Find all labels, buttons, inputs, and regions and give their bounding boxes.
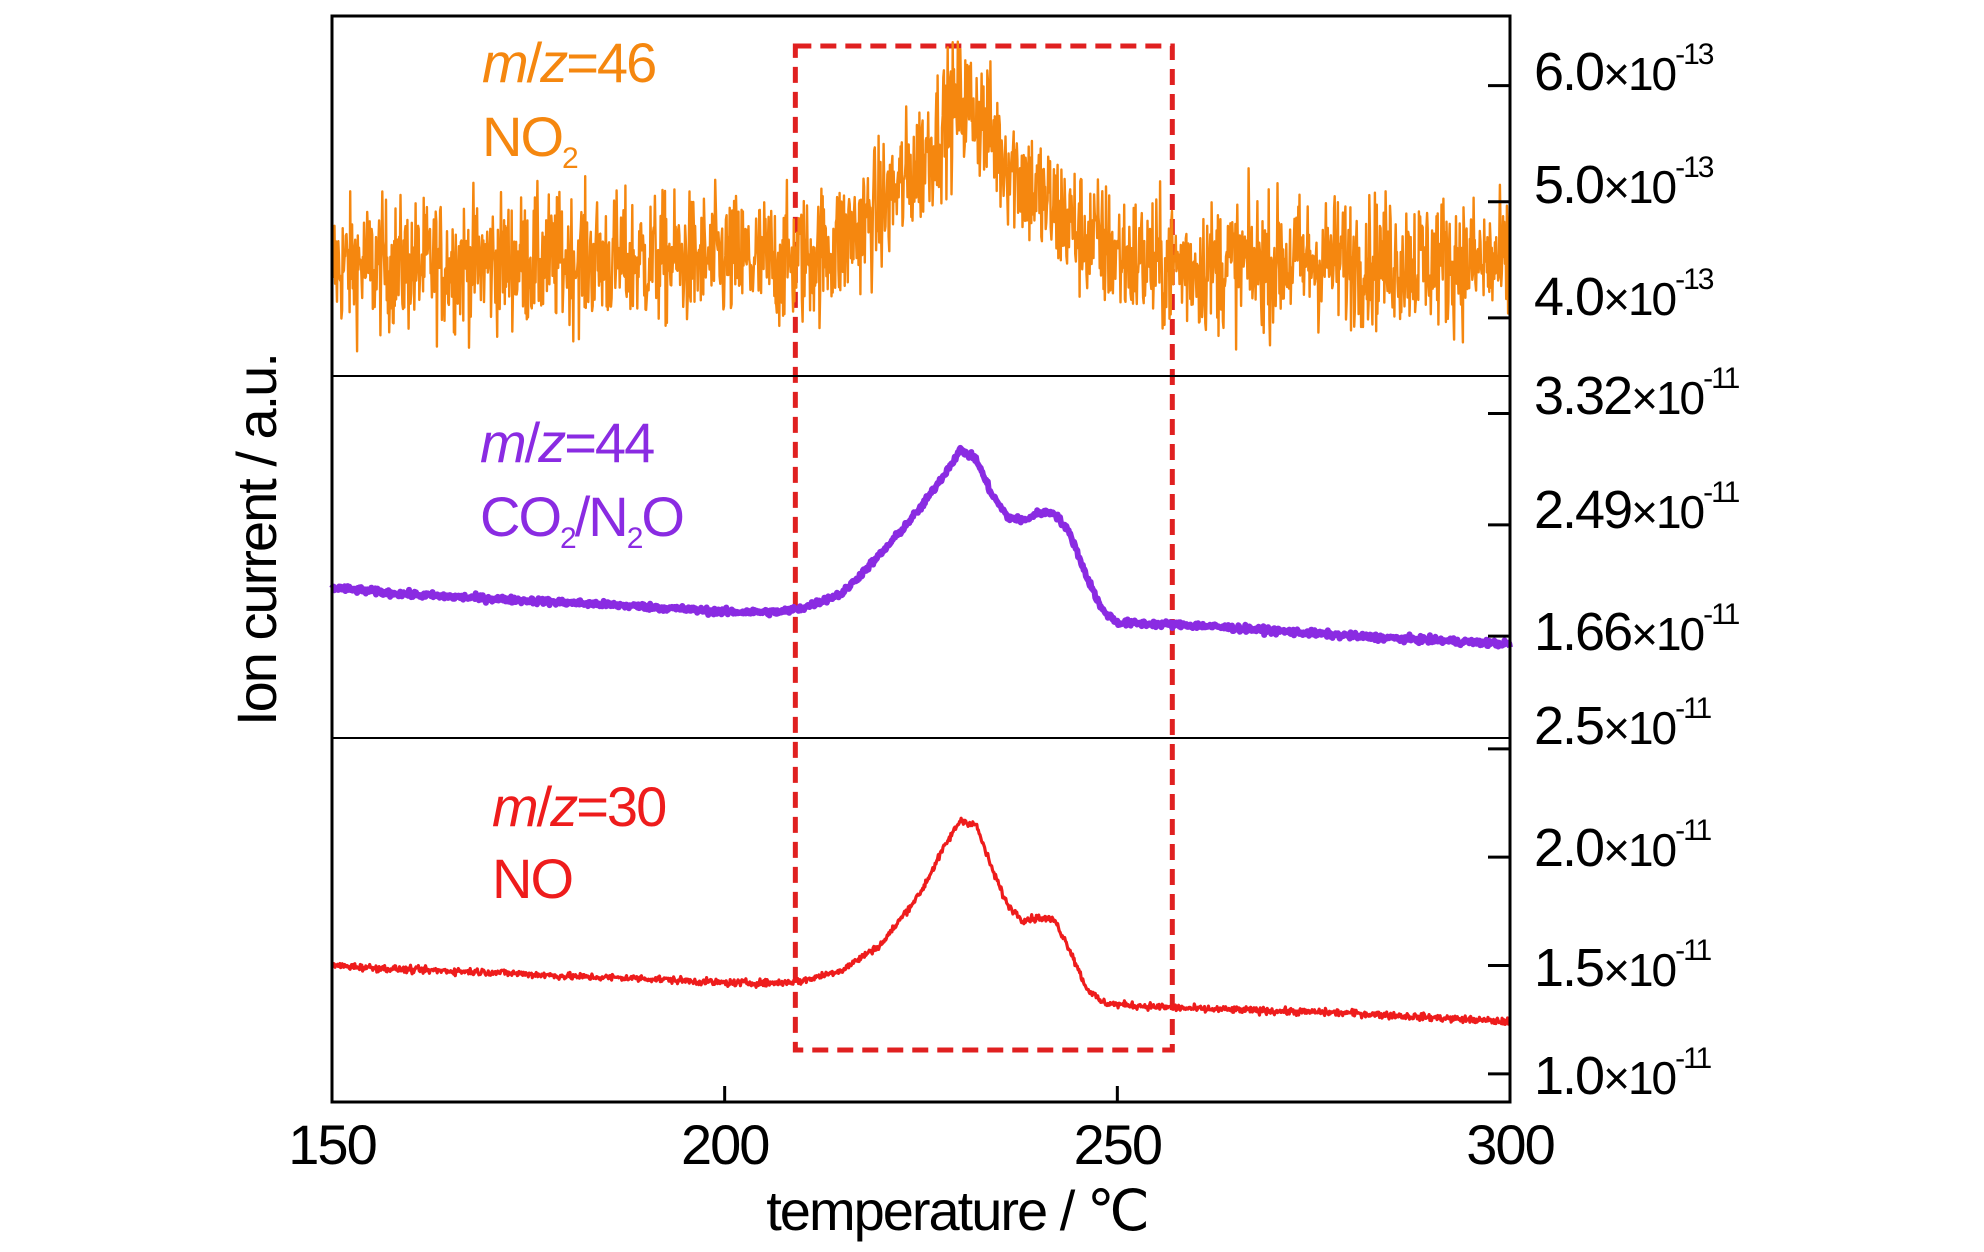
y-axis-label: Ion current / a.u. [225, 354, 288, 726]
series-label-mz46: m/z=46 [482, 31, 655, 94]
highlight-region-group [792, 43, 1175, 1053]
y-tick-label: 2.5×10-11 [1534, 692, 1712, 756]
y-tick-label: 6.0×10-13 [1534, 38, 1714, 102]
x-axis: 150 200 250 300 [288, 1086, 1556, 1176]
highlight-region [792, 43, 1175, 1053]
series-label-mz44: m/z=44 [480, 411, 654, 474]
plot-border [330, 14, 1512, 1104]
series-line-mz46 [330, 40, 1512, 353]
series-line-mz44 [329, 444, 1513, 650]
y-tick-label: 2.49×10-11 [1534, 476, 1740, 540]
series-labels: m/z=46 NO2 m/z=44 CO2/N2O m/z=30 NO [480, 31, 685, 910]
x-tick-label: 150 [288, 1113, 375, 1176]
series-group [329, 40, 1513, 1026]
y-tick-label: 1.66×10-11 [1534, 598, 1740, 662]
right-y-axis: 6.0×10-13 5.0×10-13 4.0×10-13 3.32×10-11 2.4… [1488, 38, 1742, 1106]
x-tick-label: 200 [681, 1113, 768, 1176]
series-label-species: NO [492, 847, 572, 910]
y-tick-label: 1.0×10-11 [1534, 1042, 1712, 1106]
x-axis-label: temperature / ℃ [766, 1179, 1148, 1242]
y-tick-label: 3.32×10-11 [1534, 362, 1740, 426]
series-label-species: NO2 [482, 105, 578, 175]
y-tick-label: 5.0×10-13 [1534, 151, 1714, 215]
y-tick-label: 1.5×10-11 [1534, 934, 1712, 998]
series-line-mz30 [330, 816, 1511, 1026]
y-tick-label: 4.0×10-13 [1534, 263, 1714, 327]
plot-frame [330, 14, 1512, 1104]
series-label-species: CO2/N2O [480, 485, 683, 555]
series-label-mz30: m/z=30 [492, 775, 665, 838]
y-tick-label: 2.0×10-11 [1534, 814, 1712, 878]
x-tick-label: 250 [1074, 1113, 1161, 1176]
x-tick-label: 300 [1466, 1113, 1553, 1176]
